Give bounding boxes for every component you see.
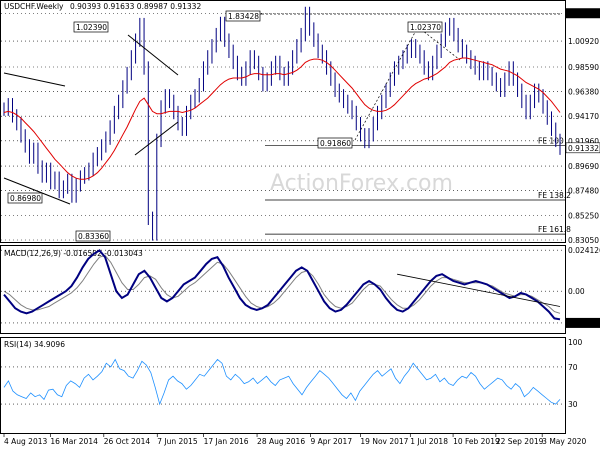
macd-line <box>3 249 561 321</box>
main-tick-label: 1.03420 <box>568 9 599 18</box>
price-annotation-box <box>73 21 109 33</box>
x-tick-label: 4 Aug 2013 <box>4 437 47 446</box>
x-axis: 4 Aug 2013 16 Mar 2014 26 Oct 2014 7 Jun 20… <box>3 434 587 446</box>
x-tick-label: 7 Jun 2015 <box>157 437 198 446</box>
x-tick-label: 3 May 2020 <box>542 437 586 446</box>
x-tick-label: 16 Mar 2014 <box>50 437 98 446</box>
main-ohlc-label: 0.90393 0.91633 0.89987 0.91332 <box>70 2 201 11</box>
main-panel-frame <box>0 0 566 243</box>
main-symbol-label: USDCHF.Weekly <box>4 2 64 11</box>
rsi-panel-label: RSI(14) 34.9096 <box>4 340 65 349</box>
fib-label: FE 100 <box>538 137 564 146</box>
main-tick-label: 0.94170 <box>568 112 599 121</box>
trendline <box>127 34 179 76</box>
fib-label: FE 138.2 <box>538 191 571 200</box>
fib-levels: FE 100 FE 138.2 FE 161.8 <box>265 137 571 235</box>
macd-trendline <box>397 273 561 307</box>
macd-panel-frame <box>0 245 566 334</box>
x-tick-label: 28 Aug 2016 <box>257 437 305 446</box>
rsi-tick-label: 30 <box>568 400 578 409</box>
rsi-tick-label: 100 <box>568 338 583 347</box>
main-series <box>3 6 561 241</box>
price-annotation-box <box>317 137 353 149</box>
price-annotation-label: 1.83428 <box>228 12 259 21</box>
rsi-grid <box>1 366 565 405</box>
macd-tick-label: 0.024126 <box>568 246 600 255</box>
x-tick-label: 1 Jul 2018 <box>410 437 448 446</box>
main-grid <box>1 12 565 241</box>
price-annotation-label: 0.83360 <box>78 232 109 241</box>
watermark: ActionForex.com <box>270 171 453 196</box>
macd-panel-label: MACD(12,26,9) -0.016502 -0.013043 <box>4 249 143 258</box>
rsi-y-axis: 70 30 100 <box>568 338 583 409</box>
last-price-box <box>565 142 600 154</box>
rsi-series <box>3 358 561 406</box>
rsi-tick-label: 70 <box>568 363 578 372</box>
price-annotation-box <box>7 192 43 204</box>
main-tick-highlight <box>566 8 600 19</box>
macd-tick-highlight <box>566 317 600 328</box>
trendline <box>3 72 66 87</box>
x-tick-label: 9 Apr 2017 <box>311 437 353 446</box>
main-y-axis: 1.03420 1.00920 0.98590 0.96380 0.94170 0.919… <box>566 8 600 245</box>
price-annotation-box <box>225 10 261 22</box>
trendline <box>354 26 419 141</box>
trendline <box>3 177 71 205</box>
price-annotation-label: 0.91860 <box>320 139 351 148</box>
x-tick-label: 19 Nov 2017 <box>360 437 408 446</box>
x-tick-label: 17 Jan 2016 <box>204 437 249 446</box>
macd-signal-line <box>3 254 561 314</box>
trendline <box>417 26 461 61</box>
main-tick-label: 0.89690 <box>568 162 599 171</box>
main-tick-label: 0.98590 <box>568 63 599 72</box>
main-tick-label: 0.83050 <box>568 236 599 245</box>
last-price-label: 0.91332 <box>568 144 599 153</box>
x-tick-label: 10 Feb 2019 <box>453 437 500 446</box>
rsi-line <box>3 358 561 406</box>
fib-label: FE 161.8 <box>538 225 571 234</box>
main-annotations: 0.91332 1.02390 1.83428 1.02370 0.91860 0.869… <box>3 10 600 242</box>
price-annotation-box <box>407 21 443 33</box>
price-annotation-label: 1.02370 <box>410 23 441 32</box>
price-annotation-label: 0.86980 <box>10 194 41 203</box>
macd-series <box>3 249 561 321</box>
moving-average-line <box>3 57 561 180</box>
main-tick-label: 1.00920 <box>568 37 599 46</box>
rsi-panel-frame <box>0 337 566 434</box>
main-tick-label: 0.85250 <box>568 212 599 221</box>
x-tick-label: 22 Sep 2019 <box>496 437 544 446</box>
main-tick-label: 0.96380 <box>568 88 599 97</box>
price-annotation-box <box>75 230 111 242</box>
main-tick-label: 0.91960 <box>568 137 599 146</box>
macd-tick-label: 0.00 <box>568 287 585 296</box>
main-tick-label: 0.87480 <box>568 187 599 196</box>
x-tick-label: 26 Oct 2014 <box>104 437 151 446</box>
trendline <box>134 121 179 156</box>
price-annotation-label: 1.02390 <box>76 23 107 32</box>
